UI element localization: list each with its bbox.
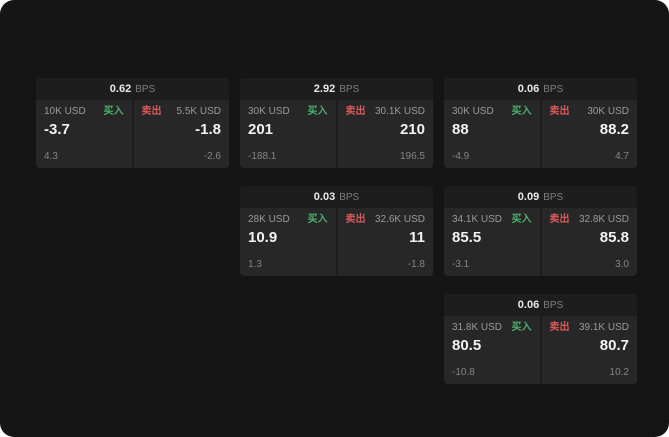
spread-unit: BPS [543, 191, 564, 203]
quote-card: 0.06 BPS 30K USD 买入 88 -4.9 卖出 30K USD [444, 78, 637, 168]
sell-label: 卖出 [549, 106, 570, 117]
sell-panel[interactable]: 卖出 39.1K USD 80.7 10.2 [541, 316, 637, 384]
sell-price: 80.7 [599, 337, 629, 354]
quote-card: 0.06 BPS 31.8K USD 买入 80.5 -10.8 卖出 39.1… [444, 294, 637, 384]
sell-price: 85.8 [599, 229, 629, 246]
sell-change: 10.2 [609, 367, 629, 378]
sell-amount: 30.1K USD [374, 106, 425, 117]
buy-amount: 10K USD [44, 106, 86, 117]
sell-price: -1.8 [195, 121, 221, 138]
sell-label: 卖出 [549, 214, 570, 225]
buy-amount: 34.1K USD [452, 214, 503, 225]
buy-change: -188.1 [248, 151, 277, 162]
quote-card: 2.92 BPS 30K USD 买入 201 -188.1 卖出 30.1K … [240, 78, 433, 168]
buy-price: 10.9 [248, 229, 278, 246]
buy-price: -3.7 [44, 121, 70, 138]
spread-unit: BPS [135, 83, 156, 95]
buy-change: 4.3 [44, 151, 58, 162]
spread-value: 0.03 [313, 191, 336, 203]
buy-price: 85.5 [452, 229, 482, 246]
spread-header: 0.06 BPS [444, 78, 637, 100]
spread-header: 0.06 BPS [444, 294, 637, 316]
sell-label: 卖出 [549, 322, 570, 333]
buy-price: 88 [452, 121, 469, 138]
sell-amount: 39.1K USD [578, 322, 629, 333]
quote-card: 0.09 BPS 34.1K USD 买入 85.5 -3.1 卖出 32.8K… [444, 186, 637, 276]
sell-panel[interactable]: 卖出 5.5K USD -1.8 -2.6 [133, 100, 229, 168]
sell-panel[interactable]: 卖出 30.1K USD 210 196.5 [337, 100, 433, 168]
sell-amount: 30K USD [587, 106, 629, 117]
sell-amount: 32.8K USD [578, 214, 629, 225]
buy-change: -3.1 [452, 259, 470, 270]
quote-grid: 0.62 BPS 10K USD 买入 -3.7 4.3 卖出 5.5K USD [36, 78, 637, 384]
buy-amount: 31.8K USD [452, 322, 503, 333]
buy-amount: 30K USD [248, 106, 290, 117]
spread-unit: BPS [339, 83, 360, 95]
sell-panel[interactable]: 卖出 30K USD 88.2 4.7 [541, 100, 637, 168]
buy-amount: 28K USD [248, 214, 290, 225]
quote-card: 0.03 BPS 28K USD 买入 10.9 1.3 卖出 32.6K US… [240, 186, 433, 276]
buy-label: 买入 [307, 214, 328, 225]
sell-change: 4.7 [615, 151, 629, 162]
buy-change: 1.3 [248, 259, 262, 270]
buy-panel[interactable]: 10K USD 买入 -3.7 4.3 [36, 100, 132, 168]
buy-price: 201 [248, 121, 274, 138]
sell-change: -1.8 [407, 259, 425, 270]
sell-label: 卖出 [345, 106, 366, 117]
sell-price: 11 [409, 229, 425, 246]
sell-label: 卖出 [141, 106, 162, 117]
buy-change: -4.9 [452, 151, 470, 162]
buy-label: 买入 [307, 106, 328, 117]
sell-price: 88.2 [599, 121, 629, 138]
spread-header: 0.62 BPS [36, 78, 229, 100]
sell-change: -2.6 [203, 151, 221, 162]
spread-value: 0.09 [517, 191, 540, 203]
sell-amount: 5.5K USD [176, 106, 221, 117]
buy-label: 买入 [511, 214, 532, 225]
buy-label: 买入 [511, 322, 532, 333]
buy-amount: 30K USD [452, 106, 494, 117]
spread-header: 2.92 BPS [240, 78, 433, 100]
buy-panel[interactable]: 34.1K USD 买入 85.5 -3.1 [444, 208, 540, 276]
buy-panel[interactable]: 28K USD 买入 10.9 1.3 [240, 208, 336, 276]
sell-amount: 32.6K USD [374, 214, 425, 225]
spread-value: 2.92 [313, 83, 336, 95]
sell-panel[interactable]: 卖出 32.8K USD 85.8 3.0 [541, 208, 637, 276]
buy-panel[interactable]: 30K USD 买入 88 -4.9 [444, 100, 540, 168]
spread-header: 0.09 BPS [444, 186, 637, 208]
spread-value: 0.06 [517, 83, 540, 95]
quote-card: 0.62 BPS 10K USD 买入 -3.7 4.3 卖出 5.5K USD [36, 78, 229, 168]
spread-unit: BPS [543, 83, 564, 95]
sell-change: 3.0 [615, 259, 629, 270]
buy-price: 80.5 [452, 337, 482, 354]
buy-label: 买入 [511, 106, 532, 117]
buy-panel[interactable]: 31.8K USD 买入 80.5 -10.8 [444, 316, 540, 384]
sell-price: 210 [399, 121, 425, 138]
sell-panel[interactable]: 卖出 32.6K USD 11 -1.8 [337, 208, 433, 276]
sell-change: 196.5 [399, 151, 425, 162]
buy-change: -10.8 [452, 367, 475, 378]
spread-unit: BPS [543, 299, 564, 311]
spread-header: 0.03 BPS [240, 186, 433, 208]
spread-value: 0.62 [109, 83, 132, 95]
buy-label: 买入 [103, 106, 124, 117]
buy-panel[interactable]: 30K USD 买入 201 -188.1 [240, 100, 336, 168]
sell-label: 卖出 [345, 214, 366, 225]
spread-value: 0.06 [517, 299, 540, 311]
spread-unit: BPS [339, 191, 360, 203]
